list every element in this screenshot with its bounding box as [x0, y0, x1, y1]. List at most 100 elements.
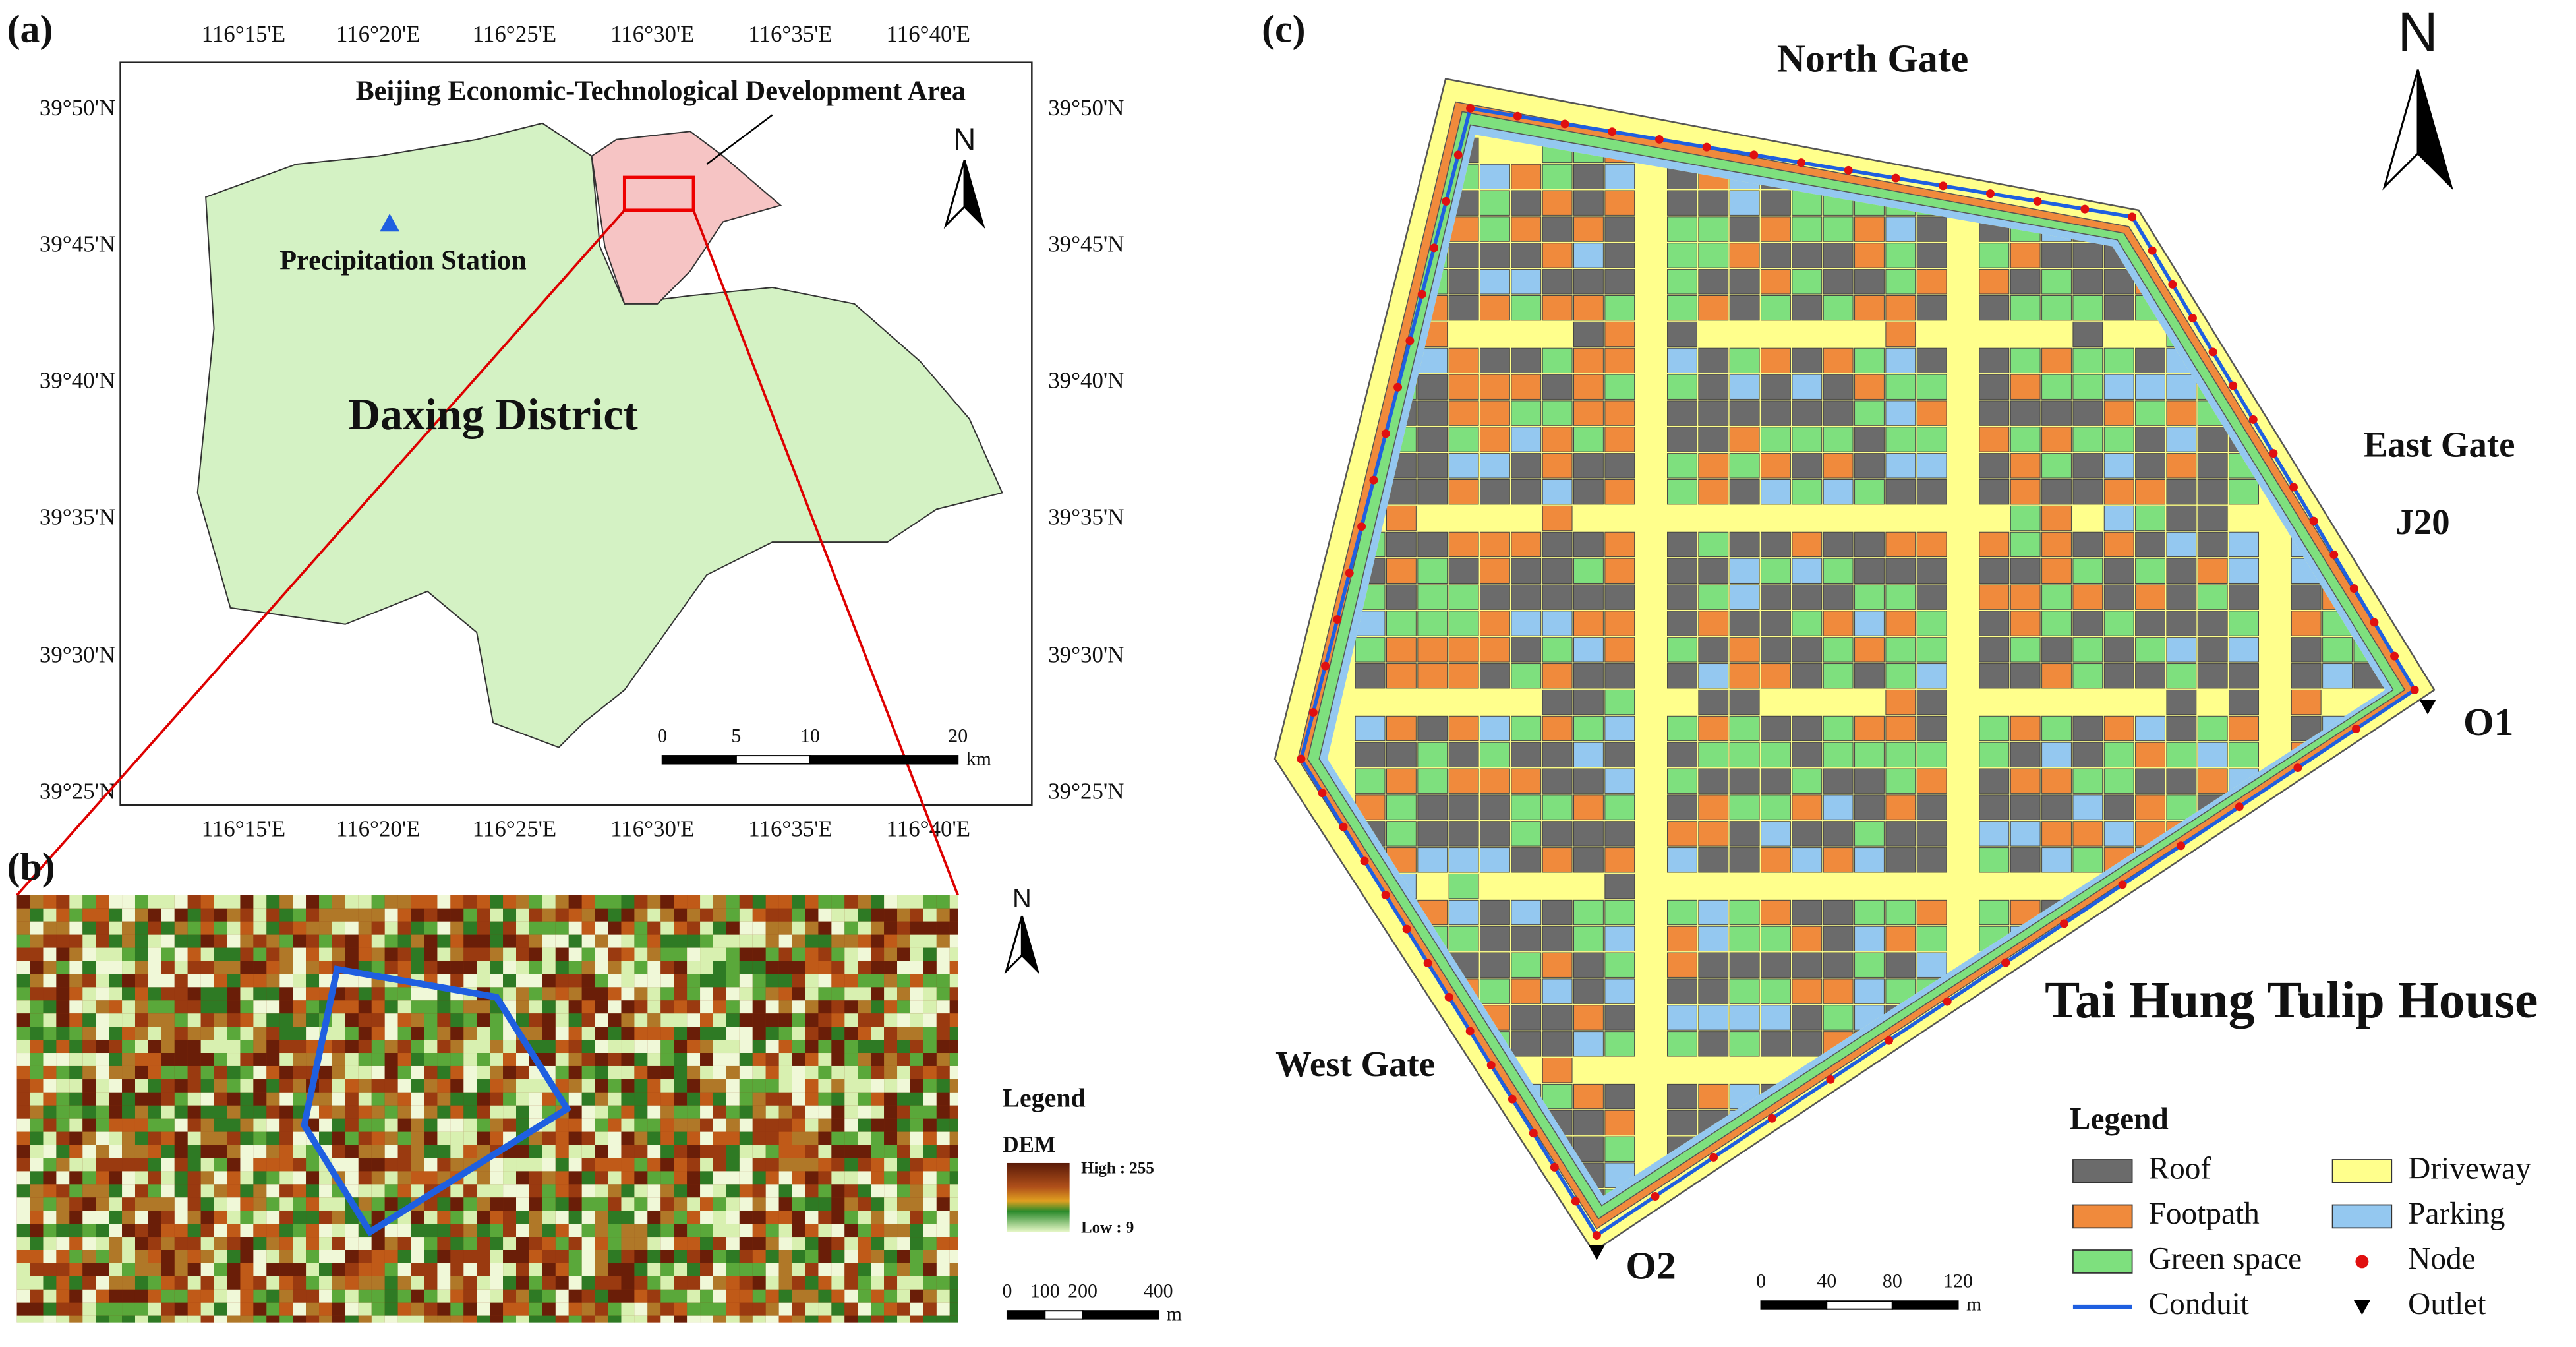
- dem-cell: [687, 1197, 701, 1211]
- dem-cell: [174, 1197, 188, 1211]
- dem-cell: [463, 1053, 477, 1066]
- dem-cell: [778, 1040, 792, 1054]
- dem-cell: [69, 1118, 83, 1132]
- dem-cell: [490, 1053, 504, 1066]
- dem-cell: [345, 1224, 359, 1238]
- dem-cell: [96, 1158, 109, 1172]
- dem-cell: [319, 1197, 332, 1211]
- dem-cell: [384, 1040, 398, 1054]
- dem-cell: [200, 1027, 214, 1040]
- land-parcel: [1792, 190, 1823, 216]
- land-parcel: [1916, 899, 1947, 926]
- dem-cell: [516, 1289, 529, 1303]
- dem-cell: [253, 1184, 267, 1198]
- dem-cell: [923, 1315, 937, 1323]
- dem-cell: [397, 987, 411, 1001]
- dem-cell: [109, 895, 123, 909]
- dem-cell: [134, 1250, 148, 1263]
- dem-cell: [490, 1250, 504, 1263]
- north-arrow-right: [1020, 915, 1040, 975]
- land-parcel: [2103, 531, 2134, 558]
- dem-cell: [700, 1276, 713, 1290]
- dem-cell: [266, 974, 280, 988]
- dem-cell: [687, 1302, 701, 1316]
- dem-cell: [884, 1184, 898, 1198]
- dem-cell: [397, 1276, 411, 1290]
- dem-cell: [463, 1145, 477, 1158]
- dem-cell: [174, 961, 188, 974]
- dem-cell: [910, 961, 923, 974]
- land-parcel: [1573, 821, 1604, 847]
- dem-cell: [581, 895, 595, 909]
- dem-cell: [555, 1131, 569, 1145]
- dem-cell: [687, 1040, 701, 1054]
- dem-cell: [674, 1053, 688, 1066]
- land-parcel: [1573, 768, 1604, 794]
- dem-cell: [227, 1092, 241, 1106]
- dem-cell: [792, 1105, 805, 1119]
- land-parcel: [2384, 400, 2386, 426]
- land-parcel: [1823, 374, 1854, 400]
- dem-cell: [253, 1027, 267, 1040]
- dem-cell: [897, 1131, 910, 1145]
- dem-cell: [56, 947, 70, 961]
- dem-cell: [332, 1211, 345, 1224]
- dem-cell: [293, 1013, 307, 1027]
- dem-cell: [516, 961, 529, 974]
- dem-cell: [831, 1079, 845, 1093]
- dem-cell: [818, 1224, 832, 1238]
- dem-cell: [726, 1158, 740, 1172]
- dem-cell: [765, 1040, 779, 1054]
- dem-cell: [884, 1276, 898, 1290]
- dem-cell: [200, 974, 214, 988]
- dem-cell: [134, 1263, 148, 1276]
- land-parcel: [1604, 479, 1635, 505]
- dem-cell: [82, 1263, 96, 1276]
- dem-cell: [253, 1040, 267, 1054]
- dem-cell: [214, 1171, 227, 1185]
- dem-cell: [831, 1289, 845, 1303]
- land-parcel: [1916, 637, 1947, 663]
- scale-segment: [1082, 1310, 1159, 1320]
- dem-cell: [726, 1184, 740, 1198]
- dem-cell: [765, 1000, 779, 1014]
- dem-cell: [384, 1250, 398, 1263]
- land-parcel: [1386, 611, 1417, 636]
- land-parcel: [1386, 637, 1417, 663]
- land-parcel: [1698, 243, 1729, 268]
- land-parcel: [2010, 663, 2041, 689]
- land-parcel: [2322, 269, 2353, 295]
- dem-cell: [805, 1184, 819, 1198]
- dem-cell: [69, 1237, 83, 1251]
- dem-cell: [96, 961, 109, 974]
- land-parcel: [2041, 269, 2072, 295]
- dem-cell: [397, 934, 411, 948]
- dem-cell: [555, 1224, 569, 1238]
- dem-cell: [700, 1263, 713, 1276]
- dem-cell: [687, 1065, 701, 1079]
- dem-cell: [463, 1276, 477, 1290]
- land-parcel: [1542, 505, 1573, 531]
- dem-cell: [411, 895, 424, 909]
- dem-cell: [96, 1053, 109, 1066]
- dem-cell: [266, 908, 280, 922]
- dem-cell: [96, 921, 109, 935]
- dem-cell: [30, 1197, 44, 1211]
- land-parcel: [1698, 427, 1729, 452]
- dem-cell: [621, 1040, 635, 1054]
- land-parcel: [1885, 715, 1916, 742]
- dem-cell: [923, 1224, 937, 1238]
- dem-cell: [752, 1171, 766, 1185]
- land-parcel: [1355, 269, 1386, 295]
- dem-cell: [871, 1302, 885, 1316]
- dem-cell: [200, 1145, 214, 1158]
- land-parcel: [1854, 821, 1885, 847]
- dem-cell: [910, 1092, 923, 1106]
- dem-cell: [332, 1105, 345, 1119]
- dem-cell: [134, 895, 148, 909]
- land-parcel: [2322, 137, 2353, 164]
- land-parcel: [2010, 1110, 2041, 1136]
- dem-cell: [463, 1105, 477, 1119]
- dem-cell: [818, 1053, 832, 1066]
- land-parcel: [1823, 794, 1854, 820]
